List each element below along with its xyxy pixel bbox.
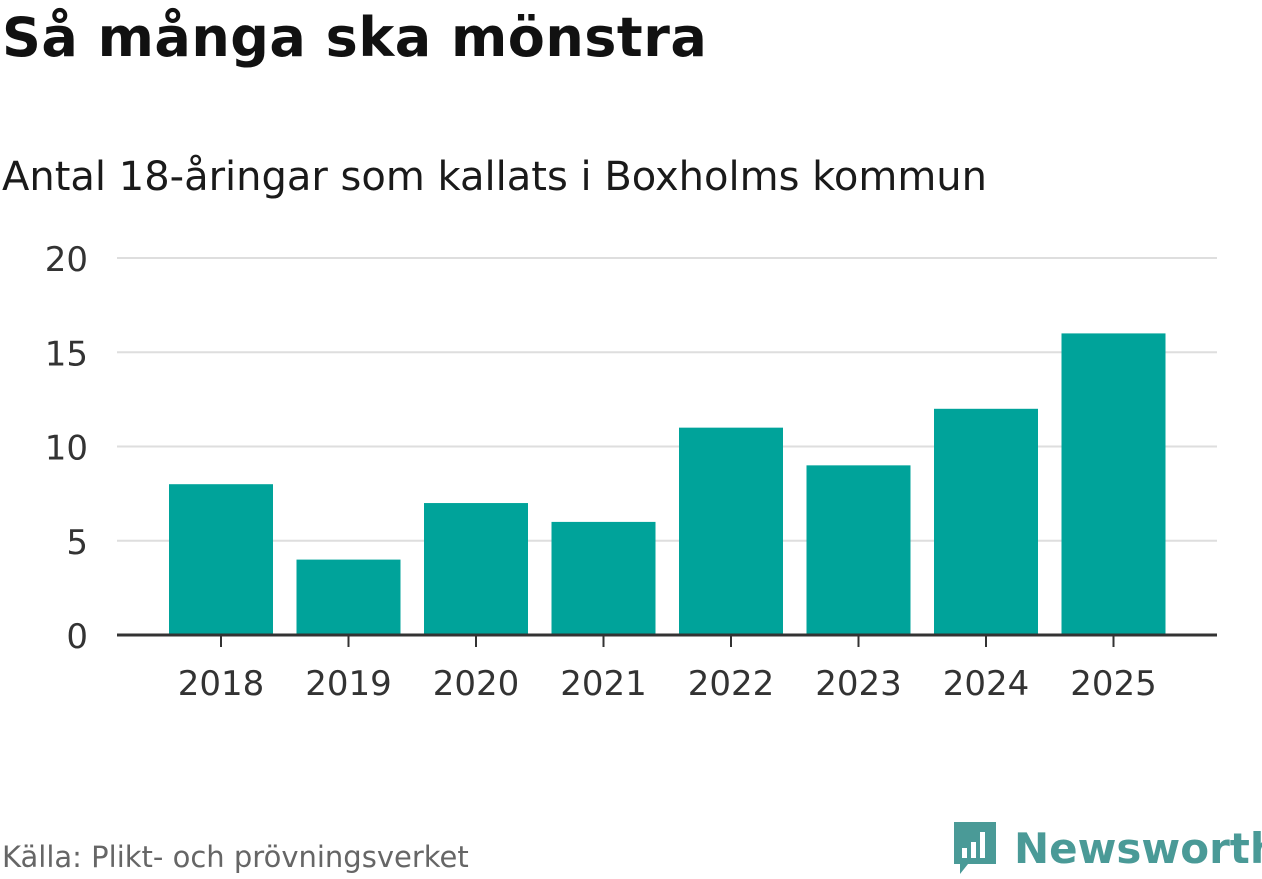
chart-title: Så många ska mönstra [2,6,708,69]
brand-name: Newsworthy [1014,823,1262,873]
x-tick-label: 2022 [688,664,775,704]
y-tick-label: 10 [45,429,88,469]
y-tick-label: 0 [66,617,88,657]
newsworthy-logo: Newsworthy [950,818,1262,878]
bar [551,521,656,635]
x-tick-label: 2025 [1070,664,1157,704]
x-tick-label: 2021 [560,664,647,704]
bar [806,465,911,635]
bar [296,559,401,635]
bar [934,408,1038,635]
x-tick-label: 2018 [178,664,265,704]
x-tick-label: 2020 [433,664,520,704]
source-note: Källa: Plikt- och prövningsverket [2,840,469,874]
y-tick-label: 15 [45,334,88,374]
x-tick-label: 2024 [943,664,1030,704]
chart-subtitle: Antal 18-åringar som kallats i Boxholms … [2,154,987,200]
x-tick-label: 2019 [305,664,392,704]
bar [424,503,528,635]
x-tick-label: 2023 [815,664,902,704]
y-tick-label: 20 [45,240,88,280]
bar [1061,333,1166,635]
newsworthy-logo-icon [954,822,996,874]
bar [169,484,273,635]
bar [679,427,783,635]
y-tick-label: 5 [66,523,88,563]
